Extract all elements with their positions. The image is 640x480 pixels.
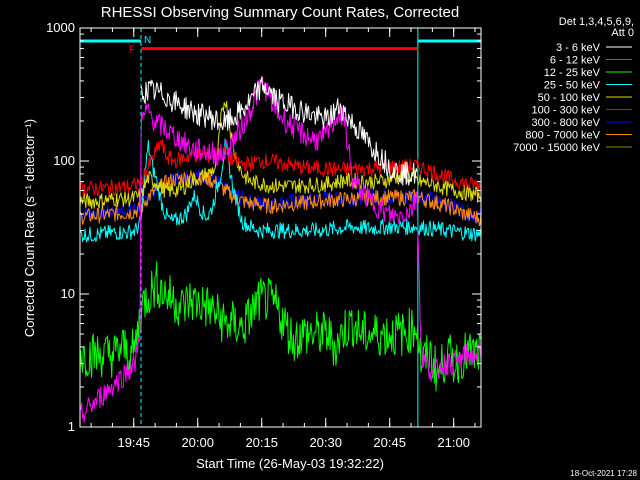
series-line bbox=[79, 168, 482, 224]
series-line bbox=[79, 139, 482, 197]
timestamp: 18-Oct-2021 17:28 bbox=[570, 469, 637, 478]
x-axis-label: Start Time (26-May-03 19:32:22) bbox=[196, 456, 384, 471]
legend-label: 100 - 300 keV bbox=[532, 105, 601, 117]
y-tick-label: 10 bbox=[61, 286, 75, 301]
x-tick-label: 20:45 bbox=[373, 435, 406, 450]
y-tick-label: 100 bbox=[53, 153, 75, 168]
x-tick-label: 19:45 bbox=[117, 435, 150, 450]
legend-label: 50 - 100 keV bbox=[538, 92, 601, 104]
legend-label: 6 - 12 keV bbox=[550, 55, 601, 67]
chart-title: RHESSI Observing Summary Count Rates, Co… bbox=[101, 4, 459, 21]
legend-label: 7000 - 15000 keV bbox=[513, 142, 601, 154]
legend-label: 3 - 6 keV bbox=[556, 42, 601, 54]
series-line bbox=[79, 138, 482, 243]
series-line bbox=[79, 170, 482, 227]
legend-header: Det 1,3,4,5,6,9, bbox=[559, 16, 634, 28]
x-tick-label: 20:00 bbox=[181, 435, 214, 450]
x-tick-label: 21:00 bbox=[437, 435, 470, 450]
flare-label: F bbox=[129, 45, 135, 56]
plot-frame bbox=[79, 27, 482, 428]
legend-header: Att 0 bbox=[611, 27, 634, 39]
y-tick-label: 1000 bbox=[46, 20, 75, 35]
y-tick-label: 1 bbox=[68, 419, 75, 434]
x-tick-label: 20:30 bbox=[309, 435, 342, 450]
legend-label: 300 - 800 keV bbox=[532, 117, 601, 129]
series-line bbox=[79, 261, 482, 392]
legend-label: 12 - 25 keV bbox=[544, 67, 601, 79]
axes: 1 10 100 1000 19:45 20:00 20:15 20:30 20:45 21:00 bbox=[46, 20, 481, 450]
y-axis-label: Corrected Count Rate (s⁻¹ detector⁻¹) bbox=[22, 119, 37, 337]
x-tick-label: 20:15 bbox=[245, 435, 278, 450]
series-line bbox=[140, 76, 418, 186]
series-line bbox=[79, 76, 482, 423]
plot-area: NF bbox=[79, 28, 482, 427]
night-label: N bbox=[144, 35, 151, 46]
legend-label: 25 - 50 keV bbox=[544, 80, 601, 92]
legend-label: 800 - 7000 keV bbox=[525, 130, 600, 142]
